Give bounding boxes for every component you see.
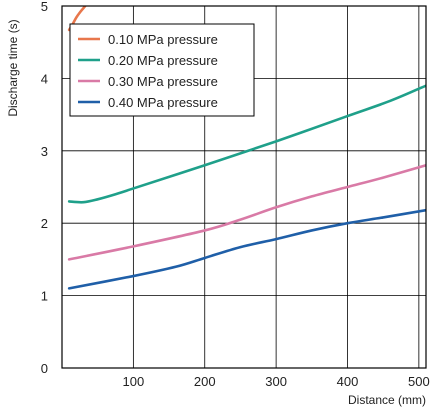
x-axis-title: Distance (mm): [348, 393, 426, 407]
x-tick-label: 100: [123, 374, 145, 389]
y-tick-label: 2: [41, 216, 48, 231]
x-tick-label: 200: [194, 374, 216, 389]
series-line-0-30-mpa: [67, 163, 426, 261]
series-line-0-40-mpa: [67, 208, 426, 290]
y-tick-label: 0: [41, 361, 48, 376]
y-tick-labels: 0 1 2 3 4 5: [41, 0, 48, 376]
legend-label: 0.30 MPa pressure: [108, 74, 218, 89]
x-tick-labels: 100 200 300 400 500: [123, 374, 430, 389]
series-line-0-20-mpa: [67, 84, 426, 204]
legend-label: 0.40 MPa pressure: [108, 95, 218, 110]
series-group: [67, 6, 426, 290]
plot-frame: [61, 5, 427, 369]
y-tick-label: 1: [41, 289, 48, 304]
legend-box: [69, 23, 255, 117]
y-tick-label: 5: [41, 0, 48, 14]
y-tick-label: 4: [41, 71, 48, 86]
y-axis-title: Discharge time (s): [6, 19, 20, 116]
legend-label: 0.20 MPa pressure: [108, 53, 218, 68]
legend-label: 0.10 MPa pressure: [108, 32, 218, 47]
y-tick-label: 3: [41, 144, 48, 159]
x-tick-label: 300: [265, 374, 287, 389]
x-tick-label: 400: [337, 374, 359, 389]
x-tick-label: 500: [408, 374, 430, 389]
legend: 0.10 MPa pressure 0.20 MPa pressure 0.30 M…: [69, 23, 255, 117]
